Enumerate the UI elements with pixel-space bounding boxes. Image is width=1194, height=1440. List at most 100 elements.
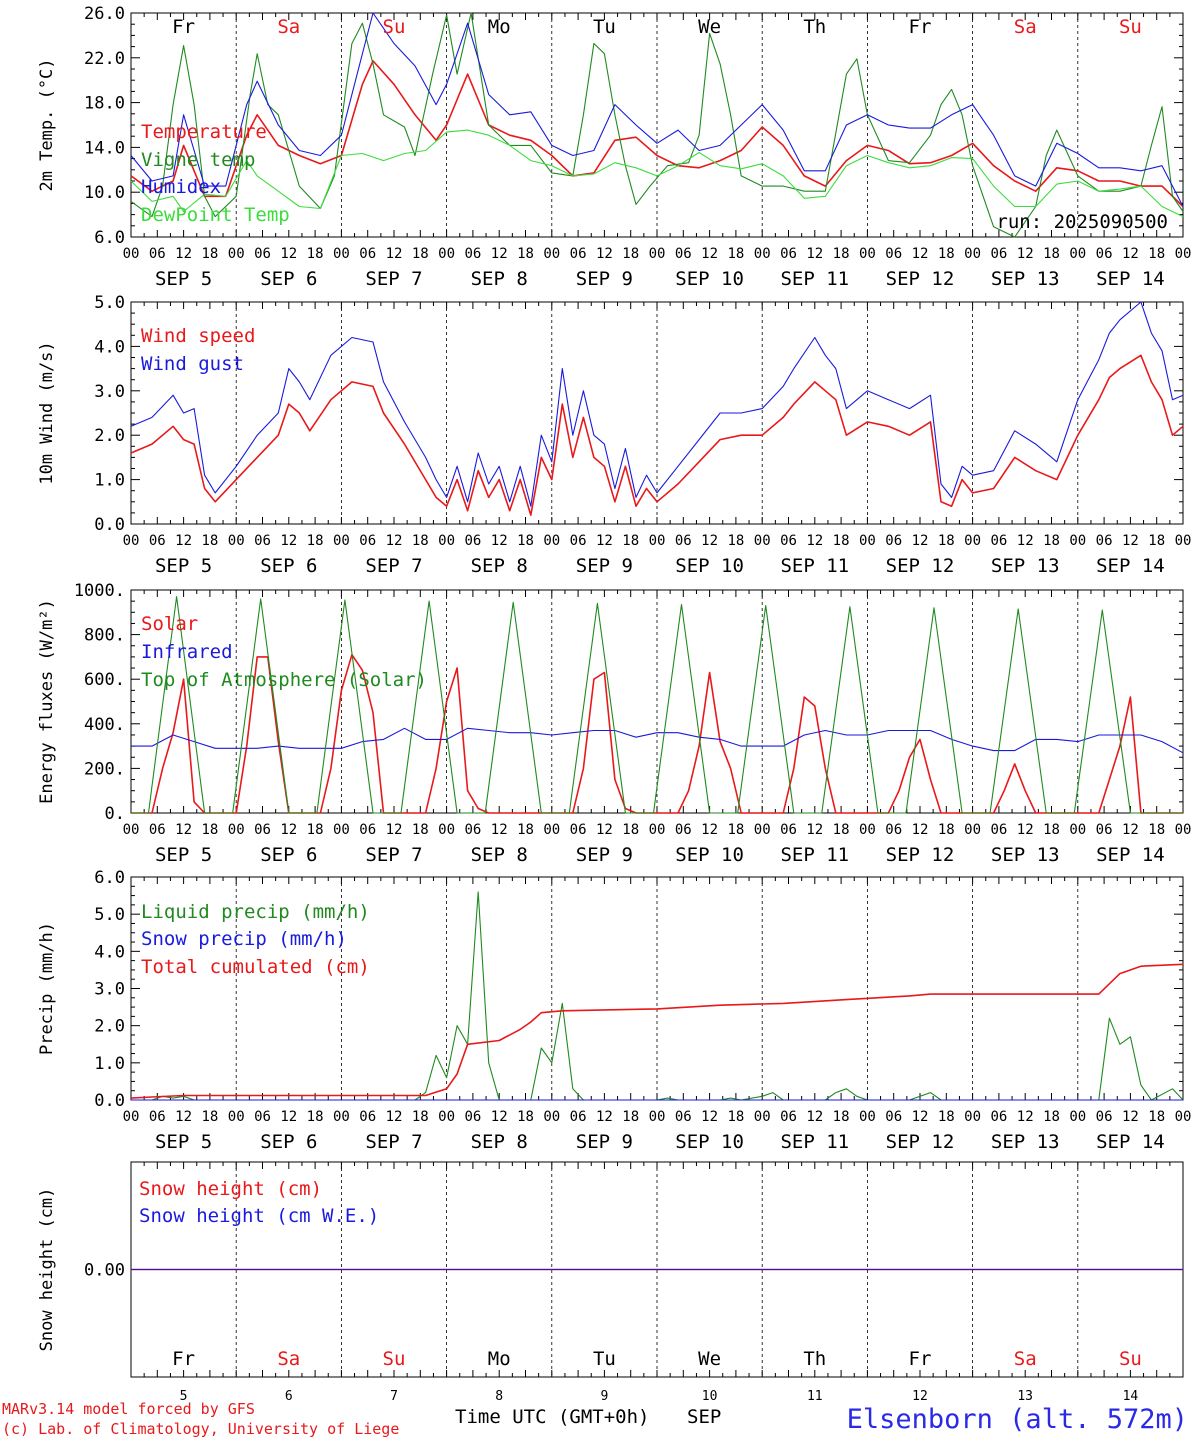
hour-tick-label: 12 [175, 822, 192, 838]
date-label: SEP 5 [155, 268, 212, 290]
y-tick-label: 5.0 [94, 293, 125, 313]
hour-tick-label: 06 [254, 1109, 271, 1125]
hour-tick-label: 00 [438, 246, 455, 262]
hour-tick-label: 06 [149, 1109, 166, 1125]
hour-tick-label: 18 [307, 533, 324, 549]
date-label: SEP 6 [260, 268, 317, 290]
hour-tick-label: 06 [885, 246, 902, 262]
y-tick-label: 600. [84, 670, 125, 690]
y-tick-label: 3.0 [94, 980, 125, 1000]
hour-tick-label: 00 [333, 246, 350, 262]
hour-tick-label: 06 [359, 246, 376, 262]
location-label: Elsenborn (alt. 572m) [847, 1404, 1188, 1435]
hour-tick-label: 00 [228, 246, 245, 262]
hour-tick-label: 00 [754, 246, 771, 262]
date-label: SEP 12 [886, 1131, 955, 1153]
hour-tick-label: 00 [649, 533, 666, 549]
legend-entry: Wind speed [141, 325, 255, 347]
hour-tick-label: 00 [964, 822, 981, 838]
day-number-label: 12 [912, 1389, 928, 1404]
date-label: SEP 13 [991, 555, 1060, 577]
hour-tick-label: 18 [622, 533, 639, 549]
y-tick-label: 1000. [74, 581, 125, 601]
hour-tick-label: 00 [964, 533, 981, 549]
y-tick-label: 14.0 [84, 138, 125, 158]
date-label: SEP 7 [365, 844, 422, 866]
hour-tick-label: 18 [727, 246, 744, 262]
date-label: SEP 6 [260, 1131, 317, 1153]
legend-entry: Snow precip (mm/h) [141, 928, 347, 950]
y-tick-label: 3.0 [94, 382, 125, 402]
hour-tick-label: 06 [359, 533, 376, 549]
hour-tick-label: 12 [1122, 246, 1139, 262]
hour-tick-label: 00 [1175, 1109, 1192, 1125]
hour-tick-label: 12 [1122, 533, 1139, 549]
hour-tick-label: 00 [333, 1109, 350, 1125]
hour-tick-label: 12 [596, 246, 613, 262]
series-line-humidex [130, 12, 1184, 207]
date-label: SEP 7 [365, 555, 422, 577]
hour-tick-label: 18 [412, 822, 429, 838]
hour-tick-label: 00 [859, 822, 876, 838]
y-tick-label: 22.0 [84, 49, 125, 69]
hour-tick-label: 06 [885, 822, 902, 838]
date-label: SEP 14 [1096, 1131, 1165, 1153]
y-axis-label: Precip (mm/h) [37, 922, 57, 1055]
y-tick-label: 400. [84, 715, 125, 735]
month-label: SEP [687, 1406, 721, 1428]
y-tick-label: 4.0 [94, 337, 125, 357]
date-label: SEP 13 [991, 1131, 1060, 1153]
hour-tick-label: 18 [1148, 1109, 1165, 1125]
hour-tick-label: 18 [727, 822, 744, 838]
panel-snow: 0.00 Snow height (cm) Snow height (cm) Snow… [37, 1161, 1184, 1404]
date-label: SEP 14 [1096, 844, 1165, 866]
date-label: SEP 11 [780, 268, 849, 290]
hour-tick-label: 12 [491, 1109, 508, 1125]
legend-entry: DewPoint Temp [141, 204, 290, 226]
hour-tick-label: 12 [912, 246, 929, 262]
hour-tick-label: 12 [491, 246, 508, 262]
date-label: SEP 12 [886, 268, 955, 290]
hour-tick-label: 06 [359, 822, 376, 838]
legend-entry: Vigne temp [141, 149, 255, 171]
date-label: SEP 11 [780, 555, 849, 577]
day-number-label: 7 [390, 1389, 398, 1404]
legend-entry: Snow height (cm W.E.) [139, 1205, 379, 1227]
date-label: SEP 12 [886, 844, 955, 866]
hour-tick-label: 12 [175, 533, 192, 549]
panel-frame [130, 589, 1184, 814]
hour-tick-label: 06 [570, 246, 587, 262]
hour-tick-label: 06 [1096, 822, 1113, 838]
legend-entry: Liquid precip (mm/h) [141, 901, 370, 923]
hour-tick-label: 00 [859, 246, 876, 262]
date-label: SEP 8 [471, 268, 528, 290]
run-annotation: run: 2025090500 [996, 211, 1168, 233]
hour-tick-label: 18 [833, 822, 850, 838]
hour-tick-label: 06 [464, 246, 481, 262]
weekday-label: Fr [172, 16, 195, 38]
copyright-credit: (c) Lab. of Climatology, University of L… [2, 1420, 399, 1438]
hour-tick-label: 18 [517, 246, 534, 262]
hour-tick-label: 18 [938, 1109, 955, 1125]
hour-tick-label: 06 [990, 822, 1007, 838]
hour-tick-label: 00 [123, 822, 140, 838]
series-line-liquid-precip-mm-h- [131, 891, 1184, 1101]
model-credit: MARv3.14 model forced by GFS [2, 1400, 255, 1418]
date-label: SEP 14 [1096, 555, 1165, 577]
hour-tick-label: 12 [912, 533, 929, 549]
hour-tick-label: 18 [938, 533, 955, 549]
weekday-label: Sa [277, 16, 300, 38]
weekday-label: Su [383, 16, 406, 38]
hour-tick-label: 12 [386, 533, 403, 549]
hour-tick-label: 00 [964, 1109, 981, 1125]
date-label: SEP 10 [675, 555, 744, 577]
hour-tick-label: 06 [254, 822, 271, 838]
date-label: SEP 10 [675, 1131, 744, 1153]
hour-tick-label: 06 [254, 533, 271, 549]
hour-tick-label: 18 [833, 1109, 850, 1125]
hour-tick-label: 06 [675, 533, 692, 549]
hour-tick-label: 18 [412, 246, 429, 262]
hour-tick-label: 06 [149, 533, 166, 549]
hour-tick-label: 00 [123, 1109, 140, 1125]
hour-tick-label: 06 [1096, 246, 1113, 262]
